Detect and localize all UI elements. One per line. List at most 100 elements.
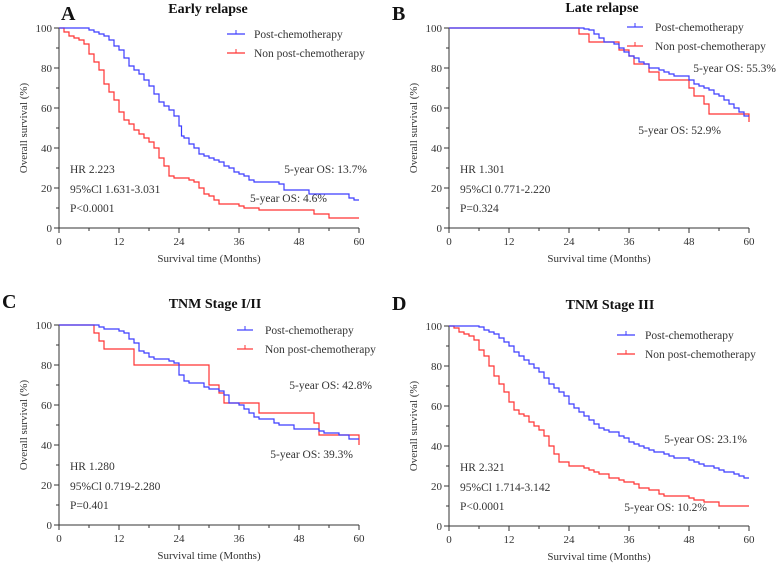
stat-annotation: 95%Cl 1.714-3.142 — [460, 482, 551, 494]
series-non-post-chemotherapy — [449, 27, 750, 122]
y-axis-label: Overall survival (%) — [408, 82, 420, 173]
os-annotation: 5-year OS: 10.2% — [624, 502, 707, 514]
series-non-post-chemotherapy — [59, 27, 359, 219]
stat-annotation: 95%Cl 0.719-2.280 — [70, 481, 161, 493]
y-tick-label: 60 — [431, 401, 443, 413]
os-annotation: 5-year OS: 42.8% — [289, 380, 372, 392]
stat-annotation: 95%Cl 0.771-2.220 — [460, 184, 551, 196]
y-tick-label: 80 — [431, 361, 443, 373]
x-tick-label: 36 — [624, 236, 636, 248]
x-tick-label: 12 — [504, 236, 515, 248]
x-tick-label: 36 — [624, 534, 636, 546]
stat-annotation: HR 1.280 — [70, 461, 115, 473]
os-annotation: 5-year OS: 13.7% — [284, 164, 367, 176]
series-non-post-chemotherapy — [449, 325, 749, 507]
y-tick-label: 40 — [41, 440, 53, 452]
x-axis-label: Survival time (Months) — [547, 551, 651, 563]
y-tick-label: 80 — [41, 360, 53, 372]
legend-entry: Non post-chemotherapy — [655, 41, 766, 53]
series-non-post-chemotherapy — [59, 324, 360, 445]
y-tick-label: 80 — [41, 63, 53, 75]
x-tick-label: 48 — [294, 236, 306, 248]
x-axis-label: Survival time (Months) — [157, 550, 261, 562]
y-tick-label: 0 — [437, 223, 443, 235]
panel-a: A Early relapse 0 20 40 60 80 100 0 12 24 36 48 60 Sur… — [18, 2, 367, 265]
legend-entry: Non post-chemotherapy — [254, 48, 365, 60]
os-annotation: 5-year OS: 52.9% — [638, 125, 721, 137]
stat-annotation: P=0.324 — [460, 203, 499, 215]
legend-entry: Non post-chemotherapy — [265, 344, 376, 356]
panel-letter: A — [61, 3, 76, 25]
x-tick-label: 0 — [56, 533, 62, 545]
stat-annotation: P<0.0001 — [70, 203, 115, 215]
x-tick-label: 24 — [564, 534, 576, 546]
y-tick-label: 60 — [41, 103, 53, 115]
panel-b: B Late relapse 0 20 40 60 80 100 0 12 24 36 48 60 Surv… — [392, 1, 776, 265]
x-tick-label: 12 — [114, 236, 125, 248]
stat-annotation: HR 2.223 — [70, 164, 115, 176]
os-annotation: 5-year OS: 55.3% — [693, 63, 776, 75]
y-tick-label: 20 — [431, 183, 443, 195]
y-tick-label: 20 — [41, 183, 53, 195]
series-post-chemotherapy — [59, 27, 359, 201]
x-tick-label: 48 — [684, 236, 696, 248]
y-tick-label: 20 — [41, 480, 53, 492]
series-post-chemotherapy — [449, 27, 749, 117]
legend-entry: Post-chemotherapy — [254, 29, 343, 41]
x-tick-label: 60 — [744, 236, 756, 248]
x-tick-label: 12 — [114, 533, 125, 545]
y-tick-label: 60 — [41, 400, 53, 412]
chart-title: TNM Stage I/II — [169, 297, 262, 312]
stat-annotation: HR 1.301 — [460, 164, 505, 176]
y-tick-label: 20 — [431, 481, 443, 493]
panel-letter: C — [2, 291, 16, 313]
series-post-chemotherapy — [59, 324, 359, 440]
legend-entry: Post-chemotherapy — [655, 22, 744, 34]
legend-entry: Post-chemotherapy — [645, 330, 734, 342]
x-tick-label: 24 — [174, 236, 186, 248]
legend-entry: Post-chemotherapy — [265, 325, 354, 337]
x-tick-label: 24 — [564, 236, 576, 248]
x-tick-label: 0 — [446, 534, 452, 546]
y-axis-label: Overall survival (%) — [18, 379, 30, 470]
y-tick-label: 40 — [431, 143, 443, 155]
series-post-chemotherapy — [449, 325, 749, 479]
y-tick-label: 40 — [431, 441, 443, 453]
x-tick-label: 60 — [354, 236, 366, 248]
x-tick-label: 0 — [56, 236, 62, 248]
y-axis-label: Overall survival (%) — [408, 380, 420, 471]
x-tick-label: 36 — [234, 236, 246, 248]
stat-annotation: HR 2.321 — [460, 462, 505, 474]
x-tick-label: 48 — [684, 534, 696, 546]
x-axis-label: Survival time (Months) — [547, 253, 651, 265]
y-tick-label: 100 — [36, 320, 53, 332]
os-annotation: 5-year OS: 4.6% — [250, 193, 327, 205]
x-tick-label: 60 — [354, 533, 366, 545]
panel-letter: D — [392, 293, 406, 315]
chart-title: TNM Stage III — [566, 298, 655, 313]
panel-letter: B — [392, 3, 405, 25]
y-tick-label: 40 — [41, 143, 53, 155]
y-tick-label: 100 — [426, 321, 443, 333]
panel-d: D TNM Stage III 0 20 40 60 80 100 0 12 24 36 48 60 Sur… — [392, 293, 756, 563]
chart-title: Early relapse — [168, 2, 247, 17]
os-annotation: 5-year OS: 23.1% — [664, 434, 747, 446]
panel-c: C TNM Stage I/II 0 20 40 60 80 100 0 12 24 36 48 60 Su… — [2, 291, 376, 562]
y-tick-label: 60 — [431, 103, 443, 115]
x-tick-label: 48 — [294, 533, 306, 545]
os-annotation: 5-year OS: 39.3% — [270, 449, 353, 461]
y-tick-label: 0 — [47, 223, 53, 235]
x-axis-label: Survival time (Months) — [157, 253, 261, 265]
x-tick-label: 12 — [504, 534, 515, 546]
y-tick-label: 100 — [426, 23, 443, 35]
x-tick-label: 36 — [234, 533, 246, 545]
x-tick-label: 24 — [174, 533, 186, 545]
chart-title: Late relapse — [565, 1, 638, 16]
stat-annotation: P<0.0001 — [460, 501, 505, 513]
stat-annotation: 95%Cl 1.631-3.031 — [70, 184, 161, 196]
y-tick-label: 100 — [36, 23, 53, 35]
legend-entry: Non post-chemotherapy — [645, 349, 756, 361]
y-tick-label: 80 — [431, 63, 443, 75]
y-tick-label: 0 — [47, 520, 53, 532]
